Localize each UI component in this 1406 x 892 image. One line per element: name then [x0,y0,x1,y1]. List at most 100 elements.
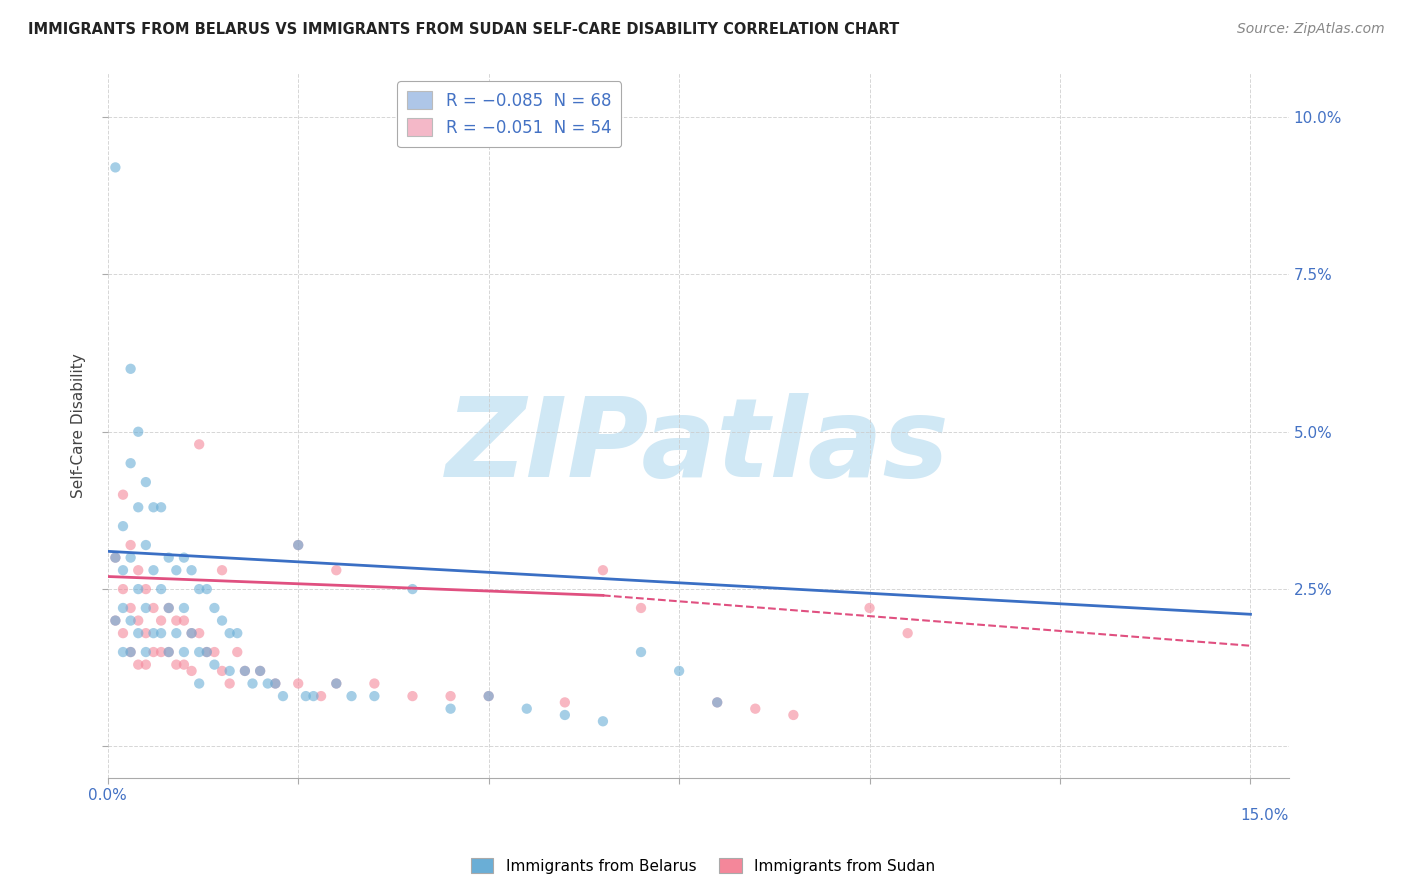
Point [233,664,256,678]
Point [127,425,149,439]
Point [180,563,202,577]
Point [135,601,157,615]
Y-axis label: Self-Care Disability: Self-Care Disability [72,353,86,498]
Point [363,676,385,690]
Point [157,601,180,615]
Point [150,582,173,596]
Point [120,645,142,659]
Point [478,689,501,703]
Point [111,601,134,615]
Point [180,626,202,640]
Point [204,657,226,672]
Point [157,645,180,659]
Point [104,550,127,565]
Text: Source: ZipAtlas.com: Source: ZipAtlas.com [1237,22,1385,37]
Point [180,626,202,640]
Point [295,689,318,703]
Point [135,582,157,596]
Point [180,664,202,678]
Point [135,626,157,640]
Point [630,601,652,615]
Point [630,645,652,659]
Point [157,550,180,565]
Point [706,695,728,709]
Point [142,601,165,615]
Point [211,614,233,628]
Point [120,361,142,376]
Point [150,614,173,628]
Point [264,676,287,690]
Point [111,563,134,577]
Point [256,676,278,690]
Point [157,645,180,659]
Point [340,689,363,703]
Point [188,645,211,659]
Point [195,582,218,596]
Point [439,689,461,703]
Point [173,601,195,615]
Point [706,695,728,709]
Point [120,538,142,552]
Point [325,676,347,690]
Point [744,701,766,715]
Point [782,708,804,723]
Point [135,657,157,672]
Point [668,664,690,678]
Point [127,626,149,640]
Point [150,645,173,659]
Point [173,614,195,628]
Point [120,645,142,659]
Point [592,714,614,729]
Point [211,563,233,577]
Point [142,500,165,515]
Point [858,601,880,615]
Point [302,689,325,703]
Point [195,645,218,659]
Point [173,550,195,565]
Point [104,550,127,565]
Point [249,664,271,678]
Point [173,645,195,659]
Legend: Immigrants from Belarus, Immigrants from Sudan: Immigrants from Belarus, Immigrants from… [464,852,942,880]
Text: ZIPatlas: ZIPatlas [446,393,950,500]
Point [218,626,240,640]
Point [127,500,149,515]
Point [325,676,347,690]
Point [104,161,127,175]
Point [226,626,249,640]
Point [188,626,211,640]
Point [111,626,134,640]
Point [218,664,240,678]
Point [287,676,309,690]
Point [325,563,347,577]
Point [226,645,249,659]
Point [516,701,538,715]
Point [204,601,226,615]
Text: IMMIGRANTS FROM BELARUS VS IMMIGRANTS FROM SUDAN SELF-CARE DISABILITY CORRELATIO: IMMIGRANTS FROM BELARUS VS IMMIGRANTS FR… [28,22,900,37]
Point [401,689,423,703]
Point [127,582,149,596]
Point [249,664,271,678]
Point [111,645,134,659]
Point [111,488,134,502]
Point [150,500,173,515]
Point [127,657,149,672]
Point [142,645,165,659]
Point [165,657,187,672]
Point [135,538,157,552]
Point [309,689,332,703]
Point [478,689,501,703]
Point [287,538,309,552]
Point [157,601,180,615]
Point [188,437,211,451]
Point [204,645,226,659]
Point [104,614,127,628]
Point [150,626,173,640]
Point [173,657,195,672]
Point [104,614,127,628]
Point [111,519,134,533]
Point [592,563,614,577]
Point [439,701,461,715]
Point [264,676,287,690]
Point [127,614,149,628]
